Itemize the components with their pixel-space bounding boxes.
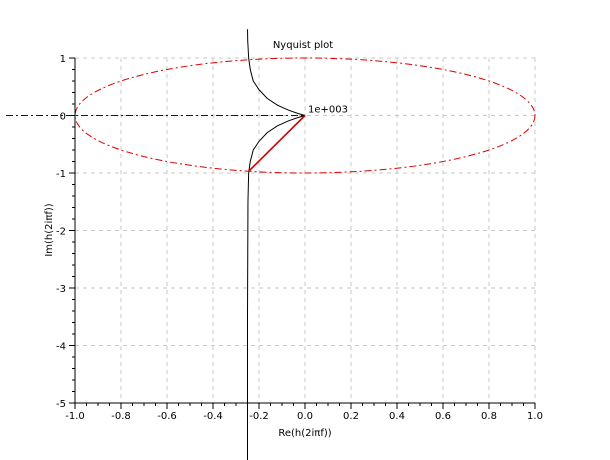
x-tick-label: -0.4 bbox=[203, 411, 223, 422]
chart-title: Nyquist plot bbox=[273, 40, 333, 51]
y-tick-label: 1 bbox=[60, 54, 66, 65]
y-tick-label: -2 bbox=[56, 227, 66, 238]
x-tick-label: 1.0 bbox=[527, 411, 543, 422]
x-tick-label: 0.8 bbox=[481, 411, 497, 422]
x-tick-label: -1.0 bbox=[65, 411, 85, 422]
x-tick-label: 0.6 bbox=[435, 411, 451, 422]
series-line-0 bbox=[247, 29, 306, 116]
x-tick-label: -0.2 bbox=[249, 411, 269, 422]
series-line-1 bbox=[247, 115, 306, 460]
x-tick-label: -0.6 bbox=[157, 411, 177, 422]
data-series bbox=[6, 29, 536, 460]
x-axis-label: Re(h(2iπf)) bbox=[278, 428, 331, 439]
y-tick-label: 0 bbox=[60, 112, 66, 123]
axes bbox=[69, 57, 536, 409]
x-tick-label: 0.2 bbox=[343, 411, 359, 422]
y-tick-label: -4 bbox=[56, 342, 66, 353]
y-axis-label: Im(h(2iπf)) bbox=[44, 203, 55, 256]
unit-circle-series bbox=[74, 57, 536, 174]
x-tick-label: -0.8 bbox=[111, 411, 131, 422]
y-tick-label: -1 bbox=[56, 169, 66, 180]
y-tick-label: -5 bbox=[56, 399, 66, 410]
y-tick-label: -3 bbox=[56, 284, 66, 295]
series-line-2 bbox=[248, 114, 306, 172]
annotation-label: 1e+003 bbox=[308, 105, 348, 116]
x-tick-label: 0.0 bbox=[297, 411, 313, 422]
x-tick-label: 0.4 bbox=[389, 411, 405, 422]
tick-labels: -1.0 -0.8 -0.6 -0.4 -0.2 0.0 0.2 0.4 0.6 0.8 1.0 1 0… bbox=[56, 54, 543, 422]
